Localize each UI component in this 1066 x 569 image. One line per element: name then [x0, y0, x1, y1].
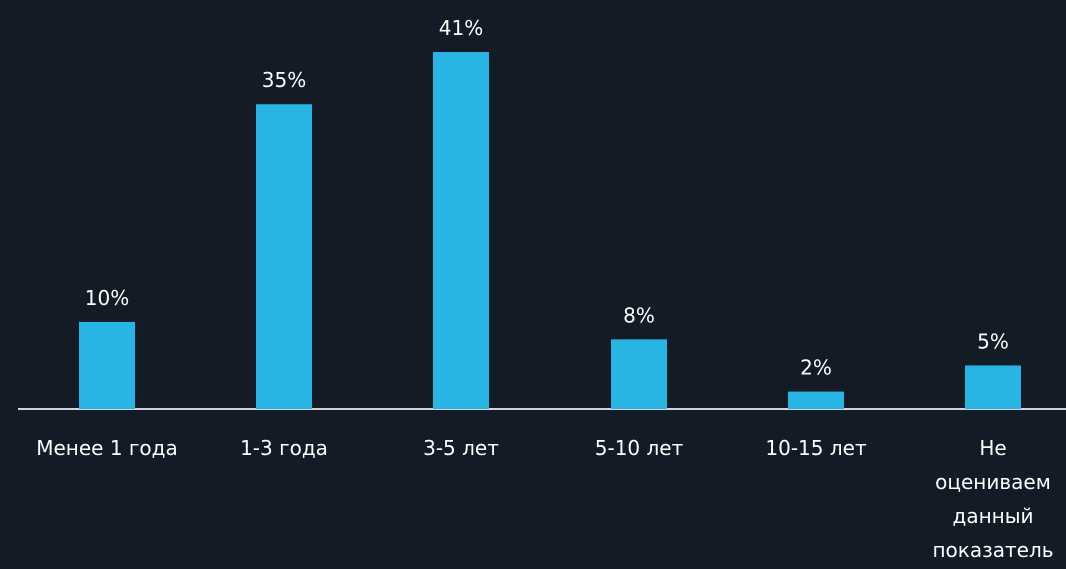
- x-tick-label-line: показатель: [932, 538, 1053, 562]
- x-tick-label-line: 3-5 лет: [423, 436, 499, 460]
- x-tick-labels-group: Менее 1 года 1-3 года 3-5 лет 5-10 лет 10-15…: [36, 436, 1053, 562]
- bar-5: [965, 365, 1021, 409]
- value-label-4: 2%: [800, 356, 832, 380]
- value-label-0: 10%: [85, 286, 129, 310]
- x-tick-label-line: Менее 1 года: [36, 436, 178, 460]
- value-label-5: 5%: [977, 329, 1009, 353]
- bar-1: [256, 104, 312, 410]
- bar-3: [611, 339, 667, 409]
- x-tick-label-0: Менее 1 года: [36, 436, 178, 460]
- value-label-2: 41%: [439, 16, 483, 40]
- x-tick-label-1: 1-3 года: [240, 436, 328, 460]
- x-tick-label-5: Не оцениваем данный показатель: [932, 436, 1053, 562]
- x-tick-label-4: 10-15 лет: [765, 436, 867, 460]
- x-tick-label-line: оцениваем: [935, 470, 1051, 494]
- value-label-1: 35%: [262, 68, 306, 92]
- bars-group: [79, 52, 1021, 410]
- x-tick-label-line: Не: [979, 436, 1006, 460]
- x-tick-label-line: 1-3 года: [240, 436, 328, 460]
- x-tick-label-line: данный: [952, 504, 1033, 528]
- value-labels-group: 10% 35% 41% 8% 2% 5%: [85, 16, 1009, 380]
- x-tick-label-3: 5-10 лет: [595, 436, 684, 460]
- bar-2: [433, 52, 489, 409]
- value-label-3: 8%: [623, 303, 655, 327]
- x-tick-label-2: 3-5 лет: [423, 436, 499, 460]
- x-tick-label-line: 5-10 лет: [595, 436, 684, 460]
- x-tick-label-line: 10-15 лет: [765, 436, 867, 460]
- bar-0: [79, 321, 135, 409]
- bar-4: [788, 391, 844, 409]
